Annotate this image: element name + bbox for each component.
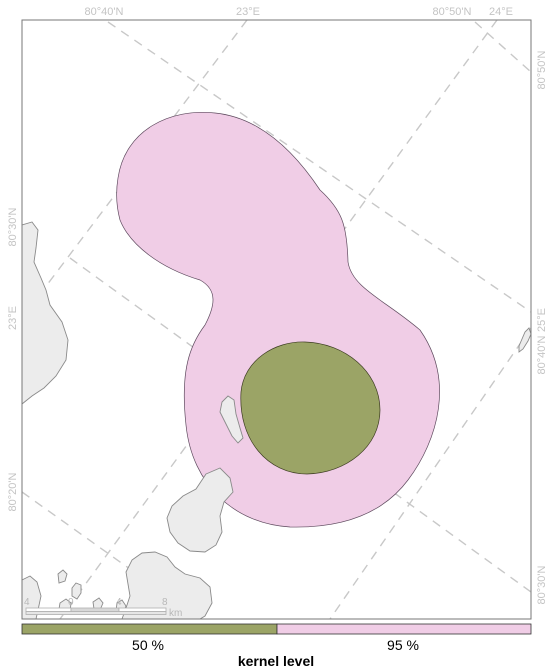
graticule-line-lon-23	[22, 20, 248, 319]
kernel-50-polygon	[240, 341, 381, 475]
graticule-label-right: 25°E	[536, 308, 548, 332]
legend-label-50: 50 %	[132, 637, 164, 653]
graticule-label-left: 80°20'N	[7, 472, 19, 511]
scale-tick-label: 4	[24, 597, 30, 608]
legend-label-95: 95 %	[387, 637, 419, 653]
islet-a	[57, 569, 68, 584]
graticule-label-top: 24°E	[489, 6, 513, 18]
scale-tick-label: 4	[116, 597, 122, 608]
graticule-line-lat-80-50	[474, 21, 531, 73]
graticule-label-top: 23°E	[236, 6, 260, 18]
map-panel-border	[21, 19, 532, 620]
island-south-large	[166, 467, 234, 553]
scale-bar: 4 0 4 8 km	[24, 597, 182, 619]
graticule-label-right: 80°40'N	[536, 335, 548, 374]
scale-bar-lower	[25, 611, 167, 615]
land-masses	[22, 221, 531, 619]
scale-tick-label: 0	[68, 597, 74, 608]
graticule-line-lon-25	[329, 327, 531, 619]
legend-swatch-95	[276, 623, 532, 635]
scale-bar-segment-2	[70, 607, 120, 612]
islet-b	[71, 582, 82, 600]
island-west	[22, 221, 69, 405]
graticule-label-right: 80°30'N	[536, 565, 548, 604]
scale-bar-segment-3	[118, 607, 167, 612]
graticule-line-lat-80-40	[107, 21, 531, 313]
graticule-label-top: 80°40'N	[85, 6, 124, 18]
islet-east	[518, 327, 531, 353]
scale-bar-segment-1	[25, 607, 72, 612]
scale-unit-label: km	[169, 608, 182, 619]
legend-swatch-50	[21, 623, 278, 635]
graticule-label-right: 80°50'N	[536, 50, 548, 89]
graticule-label-left: 23°E	[7, 306, 19, 330]
legend-title: kernel level	[237, 653, 315, 669]
scale-tick-label: 8	[162, 597, 168, 608]
island-southwest	[121, 551, 213, 619]
island-center	[219, 395, 244, 444]
graticule-label-top: 80°50'N	[433, 6, 472, 18]
graticule-label-left: 80°30'N	[7, 207, 19, 246]
